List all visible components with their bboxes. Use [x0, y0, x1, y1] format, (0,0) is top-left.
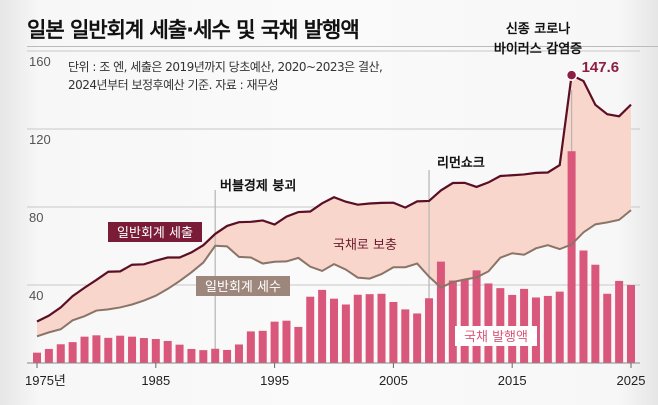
bar-1984 [139, 338, 148, 363]
bar-1990 [211, 348, 220, 363]
bar-2014 [496, 288, 505, 363]
bond-label-box [455, 326, 537, 346]
bar-2011 [460, 279, 469, 363]
bar-1994 [258, 330, 267, 363]
x-tick-label: 1985 [141, 373, 170, 388]
bar-1980 [92, 335, 101, 363]
bar-2012 [472, 270, 481, 363]
x-tick-label: 1975년 [25, 373, 66, 388]
x-tick-label: 2005 [379, 373, 408, 388]
x-tick-label: 2025 [617, 373, 646, 388]
bar-1988 [187, 348, 196, 363]
bar-1985 [151, 339, 160, 363]
bar-1992 [234, 344, 243, 363]
peak-label: 147.6 [582, 59, 620, 76]
title-divider [27, 46, 658, 47]
bar-1977 [56, 344, 65, 363]
bar-1983 [128, 336, 137, 363]
bar-1978 [68, 342, 77, 363]
bar-1989 [199, 350, 208, 363]
bar-2003 [365, 294, 374, 363]
bar-2008 [425, 298, 434, 363]
expenditure-label: 일반회계 세출 [117, 226, 193, 241]
bar-2024 [615, 280, 624, 363]
bar-2005 [389, 301, 398, 363]
bar-1981 [104, 337, 113, 363]
tax-revenue-line [36, 209, 632, 338]
note-line-1: 단위 : 조 엔, 세출은 2019년까지 당초예산, 2020~2023은 결… [68, 60, 383, 74]
bar-2009 [436, 261, 445, 363]
bar-2000 [330, 298, 338, 363]
x-tick-label: 2015 [498, 373, 527, 388]
bar-1999 [318, 289, 327, 363]
annotation-covid-2: 바이러스 감염증 [494, 41, 582, 57]
bar-2019 [555, 291, 564, 363]
annotation-lehman: 리먼쇼크 [437, 155, 485, 171]
bar-1996 [282, 320, 291, 363]
bar-1995 [270, 321, 279, 363]
annotation-covid-1: 신종 코로나 [506, 21, 570, 37]
bar-2007 [413, 313, 422, 363]
y-tick-label: 160 [29, 54, 51, 69]
bar-1982 [116, 335, 125, 363]
bar-2013 [484, 283, 493, 363]
bond-label: 국채 발행액 [464, 329, 528, 345]
bar-2002 [353, 294, 362, 363]
expenditure-line [36, 73, 632, 323]
expenditure-label-box [108, 222, 202, 242]
bar-2020 [567, 151, 576, 363]
bar-1993 [246, 331, 255, 363]
bar-1997 [294, 326, 303, 363]
y-tick-label: 120 [29, 132, 51, 147]
y-tick-label: 40 [29, 288, 43, 303]
bar-1975 [33, 352, 41, 363]
bar-2004 [377, 293, 386, 363]
bar-2010 [448, 280, 457, 363]
note-line-2: 2024년부터 보정후예산 기준. 자료 : 재무성 [68, 78, 279, 92]
bar-2006 [401, 309, 410, 363]
bar-2023 [603, 293, 612, 363]
y-tick-label: 80 [29, 210, 43, 225]
tax-label: 일반회계 세수 [205, 280, 281, 295]
chart-note: 단위 : 조 엔, 세출은 2019년까지 당초예산, 2020~2023은 결… [68, 58, 383, 94]
bar-1991 [223, 349, 232, 363]
x-tick-label: 1995 [260, 373, 289, 388]
bar-2018 [543, 295, 552, 363]
bar-1976 [44, 348, 53, 363]
gap-label: 국채로 보충 [333, 238, 397, 253]
peak-marker [565, 69, 578, 81]
annotation-bubble: 버블경제 붕괴 [220, 178, 296, 194]
bar-1998 [306, 296, 315, 363]
bar-1986 [163, 340, 172, 363]
bar-1979 [80, 336, 89, 363]
bar-2016 [520, 288, 529, 363]
chart-title: 일본 일반회계 세출·세수 및 국채 발행액 [27, 18, 360, 42]
gap-area [37, 75, 631, 337]
bar-2001 [341, 304, 350, 363]
bar-2021 [579, 250, 588, 363]
bar-1987 [175, 344, 184, 363]
tax-label-box [196, 276, 290, 296]
bar-2025 [627, 285, 635, 363]
bar-2022 [591, 264, 600, 363]
